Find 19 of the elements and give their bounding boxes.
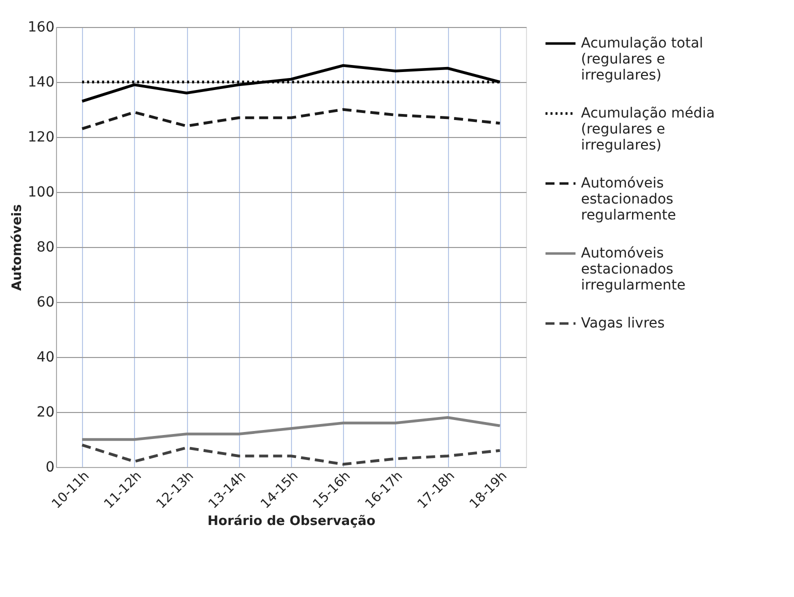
- y-tick-label: 120: [28, 130, 54, 146]
- y-tick-label: 160: [28, 20, 54, 36]
- legend-label: Acumulação média (regulares e irregulares): [581, 106, 715, 154]
- line-series: [80, 108, 502, 130]
- line-series: [80, 416, 502, 441]
- line-series: [80, 444, 502, 466]
- legend-label: Automóveis estacionados irregularmente: [581, 246, 686, 294]
- y-tick-label: 100: [28, 184, 54, 200]
- y-tick-label: 140: [28, 74, 54, 90]
- y-tick-label: 60: [36, 294, 54, 310]
- y-tick-label: 20: [36, 404, 54, 420]
- y-tick-label: 80: [36, 240, 54, 256]
- x-axis-title: Horário de Observação: [208, 514, 376, 530]
- y-tick-label: 40: [36, 350, 54, 366]
- y-axis-title: Automóveis: [10, 204, 25, 291]
- legend-label: Acumulação total (regulares e irregulares): [581, 36, 704, 84]
- legend-label: Vagas livres: [581, 316, 665, 332]
- y-tick-label: 0: [46, 460, 54, 476]
- legend-label: Automóveis estacionados regularmente: [581, 176, 676, 224]
